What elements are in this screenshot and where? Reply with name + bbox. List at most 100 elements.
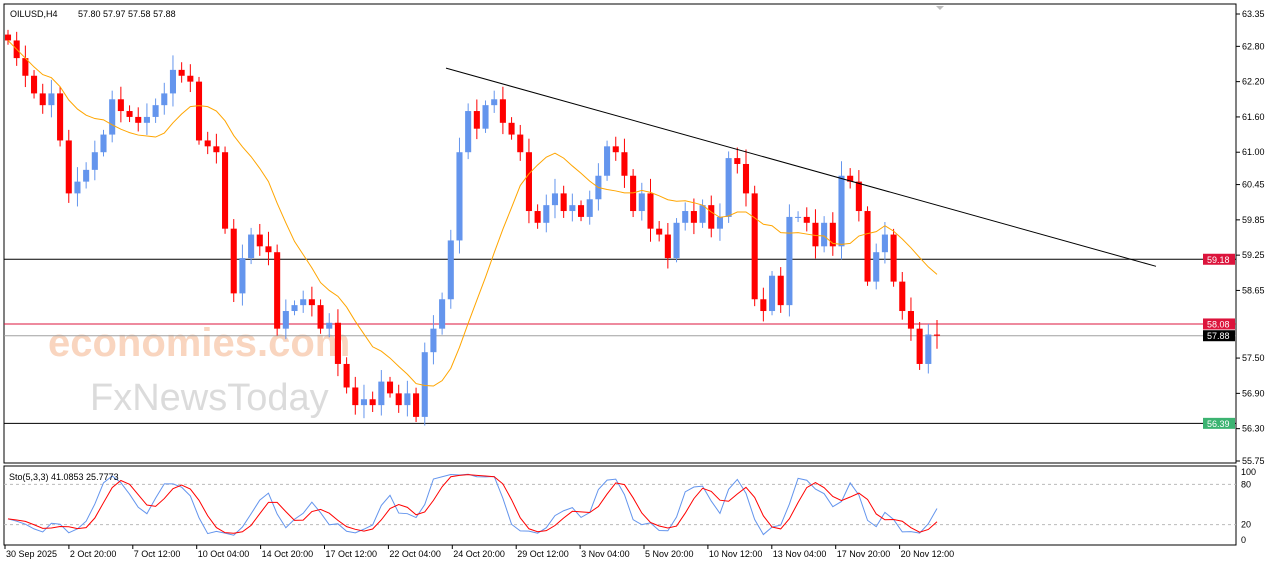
bull-candle: [161, 93, 168, 106]
watermark-logo: economies.com FxNewsToday: [48, 321, 350, 419]
bull-candle: [100, 134, 107, 153]
bull-candle: [873, 252, 880, 282]
bull-candle: [282, 311, 289, 329]
bear-candle: [31, 75, 38, 94]
bear-candle: [334, 322, 341, 364]
bull-candle: [152, 105, 159, 117]
stochastic-tick-label: 100: [1241, 467, 1256, 477]
bear-candle: [907, 311, 914, 329]
stochastic-main-line: [7, 473, 938, 536]
bull-candle: [109, 99, 116, 135]
bull-candle: [725, 158, 732, 217]
bear-candle: [916, 328, 923, 364]
price-level-label-bg: [1203, 318, 1235, 330]
bull-candle: [673, 222, 680, 259]
price-level-label: 59.18: [1207, 255, 1230, 265]
bull-candle: [768, 275, 776, 312]
y-tick-label: 63.35: [1242, 9, 1265, 19]
bear-candle: [57, 93, 64, 141]
x-tick-label: 10 Oct 04:00: [198, 549, 250, 559]
bear-candle: [751, 193, 758, 300]
y-tick-label: 59.85: [1242, 215, 1265, 225]
bear-candle: [395, 393, 402, 406]
bear-candle: [664, 234, 671, 259]
x-tick-label: 3 Nov 04:00: [581, 549, 630, 559]
bear-candle: [256, 234, 263, 247]
y-tick-label: 62.80: [1242, 41, 1265, 51]
x-tick-label: 5 Nov 20:00: [645, 549, 694, 559]
bull-candle: [430, 328, 437, 353]
bear-candle: [213, 146, 220, 153]
bull-candle: [48, 93, 55, 106]
y-tick-label: 56.30: [1242, 424, 1265, 434]
bear-candle: [812, 222, 819, 247]
bear-candle: [647, 193, 654, 229]
bear-candle: [265, 246, 272, 253]
bull-candle: [604, 146, 611, 176]
bull-candle: [143, 116, 150, 123]
bull-candle: [360, 399, 368, 406]
x-tick-label: 30 Sep 2025: [6, 549, 57, 559]
stochastic-tick-label: 0: [1241, 535, 1246, 545]
x-tick-label: 17 Nov 20:00: [837, 549, 891, 559]
bear-candle: [126, 111, 133, 117]
bear-candle: [195, 81, 203, 141]
bull-candle: [716, 216, 723, 229]
moving-average-line: [7, 40, 938, 387]
bull-candle: [74, 181, 81, 194]
bear-candle: [847, 175, 854, 182]
y-tick-label: 58.65: [1242, 285, 1265, 295]
bull-candle: [326, 322, 333, 329]
y-tick-label: 62.20: [1242, 77, 1265, 87]
bull-candle: [491, 99, 498, 106]
bear-candle: [612, 146, 619, 153]
bear-candle: [204, 140, 211, 147]
bear-candle: [499, 99, 506, 123]
x-tick-label: 10 Nov 12:00: [709, 549, 763, 559]
bear-candle: [22, 58, 29, 76]
bear-candle: [899, 281, 906, 312]
bull-candle: [482, 105, 489, 129]
bull-candle: [421, 352, 428, 417]
bear-candle: [187, 75, 194, 82]
bear-candle: [39, 93, 46, 106]
bull-candle: [439, 299, 446, 329]
bear-candle: [308, 299, 315, 306]
bull-candle: [456, 152, 463, 241]
bull-candle: [378, 381, 385, 406]
stochastic-panel[interactable]: [3, 465, 1237, 546]
bear-candle: [829, 222, 836, 247]
bear-candle: [742, 163, 750, 194]
stochastic-title: Sto(5,3,3) 41.0853 25.7773: [9, 472, 119, 482]
bear-candle: [855, 181, 862, 212]
price-level-label: 57.88: [1207, 331, 1230, 341]
y-tick-label: 61.60: [1242, 112, 1265, 122]
chart-shift-marker-icon[interactable]: [936, 6, 944, 10]
bull-candle: [925, 334, 932, 364]
bull-candle: [699, 205, 706, 223]
y-tick-label: 59.25: [1242, 250, 1265, 260]
bull-candle: [300, 299, 307, 306]
chart-symbol: OILUSD,H4: [10, 9, 58, 19]
bear-candle: [890, 234, 897, 282]
bull-candle: [838, 175, 845, 247]
bull-candle: [795, 216, 802, 218]
bear-candle: [413, 393, 420, 417]
bear-candle: [386, 381, 394, 394]
price-level-label-bg: [1203, 253, 1235, 265]
bull-candle: [638, 193, 645, 212]
bull-candle: [465, 111, 472, 153]
main-panel[interactable]: [3, 3, 1237, 464]
x-tick-label: 29 Oct 12:00: [517, 549, 569, 559]
bull-candle: [586, 199, 593, 217]
bear-candle: [178, 69, 185, 76]
bear-candle: [65, 140, 72, 194]
stochastic-signal-line: [7, 474, 938, 534]
x-tick-label: 13 Nov 04:00: [773, 549, 827, 559]
bear-candle: [560, 193, 567, 212]
bull-candle: [881, 234, 888, 253]
bull-candle: [91, 152, 98, 170]
watermark-fxnewstoday: FxNewsToday: [90, 377, 329, 419]
watermark-economies: economies.com: [48, 321, 350, 365]
